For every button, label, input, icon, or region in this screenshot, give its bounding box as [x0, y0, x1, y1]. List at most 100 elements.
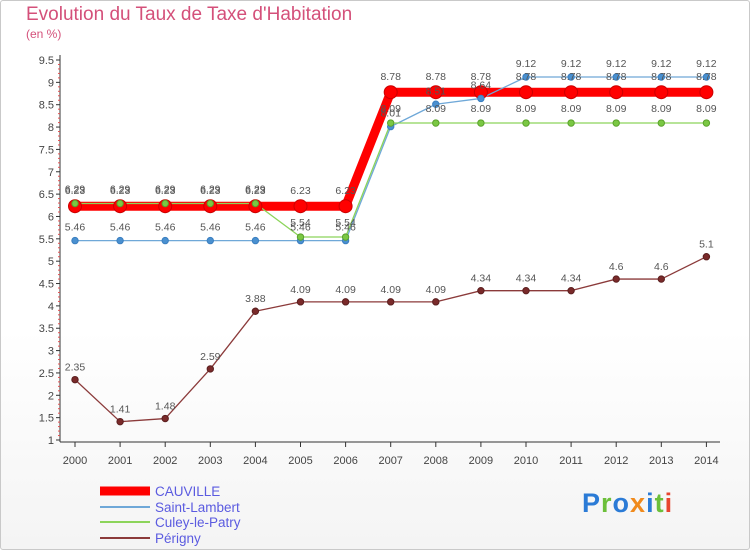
chart-unit-label: (en %): [26, 27, 62, 41]
x-tick-label: 2002: [153, 455, 177, 467]
data-label: 5.46: [200, 222, 221, 234]
data-point: [293, 199, 308, 214]
x-tick-label: 2003: [198, 455, 222, 467]
data-label: 4.09: [426, 284, 447, 296]
data-label: 8.09: [606, 103, 627, 115]
data-point: [432, 298, 440, 306]
data-point: [206, 199, 215, 208]
data-label: 9.12: [606, 58, 627, 70]
y-tick-label: 4.5: [39, 279, 54, 291]
logo-letter: i: [646, 488, 655, 518]
data-point: [161, 236, 169, 245]
data-label: 8.78: [426, 71, 447, 83]
data-label: 5.1: [699, 239, 714, 251]
legend-label: Culey-le-Patry: [155, 515, 241, 530]
data-label: 5.46: [290, 222, 311, 234]
data-point: [702, 73, 711, 81]
legend-label: Saint-Lambert: [155, 500, 240, 515]
data-label: 4.34: [516, 273, 537, 285]
data-point: [116, 199, 124, 208]
data-label: 8.78: [651, 71, 672, 83]
y-tick-label: 4: [48, 301, 54, 313]
data-point: [612, 275, 620, 283]
data-label: 4.6: [654, 261, 669, 273]
data-label: 6.29: [245, 184, 266, 196]
chart-title: Evolution du Taux de Taxe d'Habitation: [26, 4, 353, 25]
data-point: [612, 119, 620, 127]
data-point: [428, 85, 443, 100]
logo-letter: o: [612, 488, 631, 518]
data-label: 8.09: [561, 103, 582, 115]
series-line-3: [74, 256, 707, 423]
logo-letter: x: [630, 488, 647, 518]
y-tick-label: 1.5: [39, 413, 54, 425]
data-label: 1.41: [110, 404, 131, 416]
x-tick-label: 2004: [243, 455, 267, 467]
y-tick-label: 2.5: [39, 368, 54, 380]
data-label: 8.78: [471, 71, 492, 83]
data-label: 9.12: [651, 58, 672, 70]
data-label: 8.78: [516, 71, 537, 83]
data-point: [702, 253, 711, 261]
data-point: [657, 119, 665, 127]
data-point: [296, 233, 305, 241]
data-label: 5.54: [335, 217, 356, 229]
data-point: [522, 119, 530, 127]
data-label: 6.29: [200, 184, 221, 196]
data-label: 8.09: [651, 103, 672, 115]
data-point: [161, 414, 169, 423]
legend-label: CAUVILLE: [155, 484, 220, 499]
data-point: [432, 119, 440, 127]
x-tick-label: 2013: [649, 455, 673, 467]
y-tick-label: 8.5: [39, 100, 54, 112]
proxiti-logo: Proxiti: [582, 488, 673, 519]
data-label: 6.29: [65, 184, 86, 196]
data-label: 6.23: [65, 185, 86, 197]
data-label: 6.29: [110, 184, 131, 196]
y-tick-label: 3.5: [39, 323, 54, 335]
data-point: [387, 119, 395, 127]
data-label: 4.09: [380, 284, 401, 296]
data-point: [699, 85, 714, 100]
data-point: [71, 375, 79, 384]
data-label: 6.23: [200, 185, 221, 197]
data-point: [564, 85, 579, 100]
y-tick-label: 6: [48, 211, 54, 223]
data-label: 5.54: [290, 217, 311, 229]
data-label: 8.78: [696, 71, 717, 83]
data-point: [567, 286, 575, 295]
data-label: 8.78: [380, 71, 401, 83]
y-tick-label: 9: [48, 77, 54, 89]
data-label: 8.51: [426, 85, 447, 97]
data-point: [296, 298, 305, 306]
data-point: [341, 233, 350, 241]
x-tick-label: 2011: [559, 455, 583, 467]
data-label: 2.59: [200, 351, 221, 363]
x-tick-label: 2006: [333, 455, 357, 467]
data-label: 5.46: [110, 222, 131, 234]
data-point: [206, 365, 215, 373]
data-label: 8.78: [561, 71, 582, 83]
logo-letter: i: [664, 488, 674, 518]
data-point: [567, 119, 575, 127]
data-point: [206, 236, 215, 245]
data-label: 4.09: [290, 284, 311, 296]
y-tick-label: 7.5: [39, 144, 54, 156]
x-tick-label: 2007: [378, 455, 402, 467]
data-label: 6.23: [245, 185, 266, 197]
data-label: 2.35: [65, 362, 86, 374]
data-label: 8.09: [696, 103, 717, 115]
data-point: [654, 85, 669, 100]
logo-letter: P: [582, 488, 602, 518]
data-label: 8.01: [380, 108, 401, 120]
data-label: 8.64: [471, 79, 492, 91]
y-tick-label: 8: [48, 122, 54, 134]
data-point: [522, 286, 530, 295]
y-tick-label: 1: [48, 435, 54, 447]
data-point: [612, 73, 620, 81]
data-label: 9.12: [561, 58, 582, 70]
data-label: 8.09: [516, 103, 537, 115]
data-label: 4.6: [609, 261, 624, 273]
x-tick-label: 2008: [424, 455, 448, 467]
